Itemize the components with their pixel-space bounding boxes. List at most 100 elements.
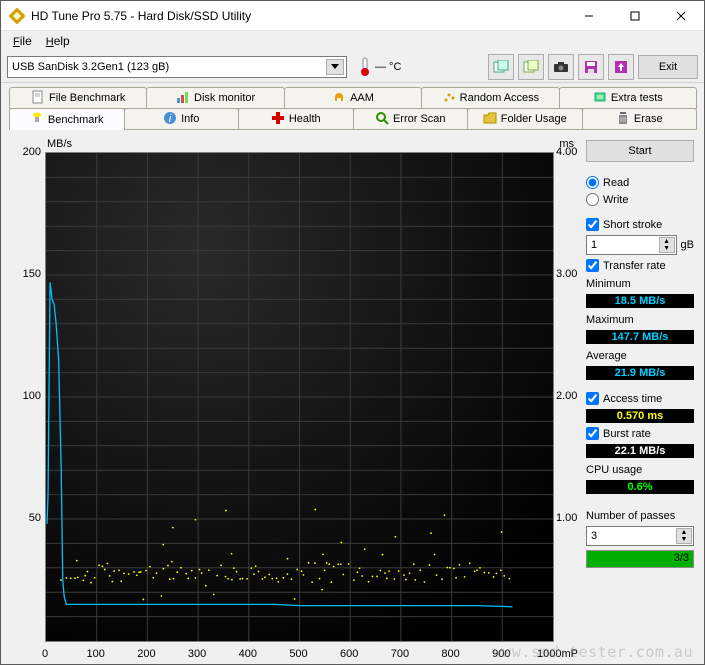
thermometer-icon bbox=[359, 57, 371, 77]
tab-icon: i bbox=[163, 111, 177, 128]
y-left-unit-label: MB/s bbox=[47, 138, 72, 150]
maximum-value: 147.7 MB/s bbox=[586, 330, 694, 344]
x-tick: 700 bbox=[385, 648, 415, 660]
x-tick: 400 bbox=[233, 648, 263, 660]
device-selected: USB SanDisk 3.2Gen1 (123 gB) bbox=[12, 61, 169, 73]
write-radio[interactable]: Write bbox=[586, 193, 694, 206]
tab-icon bbox=[31, 90, 45, 107]
content-area: MB/sms200150100504.003.002.001.000100200… bbox=[1, 130, 704, 664]
menubar: File Help bbox=[1, 31, 704, 51]
tab-label: AAM bbox=[350, 92, 374, 104]
tab-icon bbox=[616, 111, 630, 128]
tab-label: Random Access bbox=[460, 92, 539, 104]
window-title: HD Tune Pro 5.75 - Hard Disk/SSD Utility bbox=[31, 9, 566, 23]
dropdown-arrow-icon bbox=[326, 59, 344, 75]
average-label: Average bbox=[586, 348, 694, 362]
spinner-buttons[interactable]: ▲▼ bbox=[676, 528, 692, 544]
titlebar: HD Tune Pro 5.75 - Hard Disk/SSD Utility bbox=[1, 1, 704, 31]
short-stroke-input[interactable]: 1 ▲▼ bbox=[586, 235, 677, 255]
progress-text: 3/3 bbox=[674, 552, 689, 564]
app-window: HD Tune Pro 5.75 - Hard Disk/SSD Utility… bbox=[0, 0, 705, 665]
toolbtn-save[interactable] bbox=[578, 54, 604, 80]
app-icon bbox=[9, 8, 25, 24]
device-selector[interactable]: USB SanDisk 3.2Gen1 (123 gB) bbox=[7, 56, 347, 78]
tab-info[interactable]: i Info bbox=[124, 108, 240, 130]
burst-rate-check[interactable]: Burst rate bbox=[586, 427, 694, 440]
tab-icon bbox=[375, 111, 389, 128]
progress-bar: 3/3 bbox=[586, 550, 694, 568]
tab-error-scan[interactable]: Error Scan bbox=[353, 108, 469, 130]
tab-icon bbox=[176, 90, 190, 107]
spinner-buttons[interactable]: ▲▼ bbox=[659, 237, 675, 253]
passes-input[interactable]: 3 ▲▼ bbox=[586, 526, 694, 546]
y-left-tick: 100 bbox=[11, 390, 41, 402]
toolbar: USB SanDisk 3.2Gen1 (123 gB) — °C Exit bbox=[1, 51, 704, 83]
tab-erase[interactable]: Erase bbox=[582, 108, 698, 130]
tab-icon bbox=[271, 111, 285, 128]
tab-icon bbox=[30, 111, 44, 128]
maximum-label: Maximum bbox=[586, 312, 694, 326]
tab-random-access[interactable]: Random Access bbox=[421, 87, 559, 109]
tab-health[interactable]: Health bbox=[238, 108, 354, 130]
tab-icon bbox=[593, 90, 607, 107]
tab-extra-tests[interactable]: Extra tests bbox=[559, 87, 697, 109]
tab-disk-monitor[interactable]: Disk monitor bbox=[146, 87, 284, 109]
tab-aam[interactable]: AAM bbox=[284, 87, 422, 109]
start-button[interactable]: Start bbox=[586, 140, 694, 162]
tab-label: Folder Usage bbox=[501, 113, 567, 125]
chart-panel: MB/sms200150100504.003.002.001.000100200… bbox=[11, 138, 578, 660]
watermark-text: www.ssd-tester.com.au bbox=[493, 643, 693, 661]
y-right-tick: 2.00 bbox=[556, 390, 578, 402]
cpu-usage-value: 0.6% bbox=[586, 480, 694, 494]
menu-help[interactable]: Help bbox=[40, 32, 76, 50]
toolbtn-copy-info[interactable] bbox=[518, 54, 544, 80]
tab-icon bbox=[332, 90, 346, 107]
access-time-value: 0.570 ms bbox=[586, 409, 694, 423]
tab-file-benchmark[interactable]: File Benchmark bbox=[9, 87, 147, 109]
maximize-button[interactable] bbox=[612, 1, 658, 30]
x-tick: 300 bbox=[182, 648, 212, 660]
x-tick: 200 bbox=[131, 648, 161, 660]
minimum-label: Minimum bbox=[586, 276, 694, 290]
y-left-tick: 150 bbox=[11, 268, 41, 280]
y-left-tick: 200 bbox=[11, 146, 41, 158]
close-button[interactable] bbox=[658, 1, 704, 30]
transfer-rate-check[interactable]: Transfer rate bbox=[586, 259, 694, 272]
tab-icon bbox=[483, 111, 497, 128]
tab-label: Benchmark bbox=[48, 114, 104, 126]
x-tick: 800 bbox=[436, 648, 466, 660]
menu-file[interactable]: File bbox=[7, 32, 38, 50]
toolbtn-screenshot[interactable] bbox=[548, 54, 574, 80]
tab-label: File Benchmark bbox=[49, 92, 125, 104]
average-value: 21.9 MB/s bbox=[586, 366, 694, 380]
x-tick: 0 bbox=[30, 648, 60, 660]
tab-label: Extra tests bbox=[611, 92, 663, 104]
x-tick: 500 bbox=[284, 648, 314, 660]
toolbtn-copy-text[interactable] bbox=[488, 54, 514, 80]
minimum-value: 18.5 MB/s bbox=[586, 294, 694, 308]
short-stroke-unit: gB bbox=[681, 239, 694, 251]
temperature-display: — °C bbox=[351, 57, 409, 77]
passes-label: Number of passes bbox=[586, 508, 694, 522]
minimize-button[interactable] bbox=[566, 1, 612, 30]
tab-benchmark[interactable]: Benchmark bbox=[9, 108, 125, 130]
tab-label: Erase bbox=[634, 113, 663, 125]
exit-button[interactable]: Exit bbox=[638, 55, 698, 79]
tabstrip: File Benchmark Disk monitor AAM Random Acce… bbox=[1, 83, 704, 130]
access-time-check[interactable]: Access time bbox=[586, 392, 694, 405]
toolbtn-options[interactable] bbox=[608, 54, 634, 80]
short-stroke-check[interactable]: Short stroke bbox=[586, 218, 694, 231]
chart-canvas bbox=[45, 152, 554, 642]
read-radio[interactable]: Read bbox=[586, 176, 694, 189]
tab-icon bbox=[442, 90, 456, 107]
x-tick: 600 bbox=[334, 648, 364, 660]
x-tick: 100 bbox=[81, 648, 111, 660]
y-right-tick: 3.00 bbox=[556, 268, 578, 280]
y-left-tick: 50 bbox=[11, 512, 41, 524]
temperature-value: — °C bbox=[375, 61, 401, 73]
y-right-tick: 1.00 bbox=[556, 512, 578, 524]
y-right-tick: 4.00 bbox=[556, 146, 578, 158]
tab-folder-usage[interactable]: Folder Usage bbox=[467, 108, 583, 130]
tab-label: Info bbox=[181, 113, 199, 125]
tab-label: Error Scan bbox=[393, 113, 446, 125]
